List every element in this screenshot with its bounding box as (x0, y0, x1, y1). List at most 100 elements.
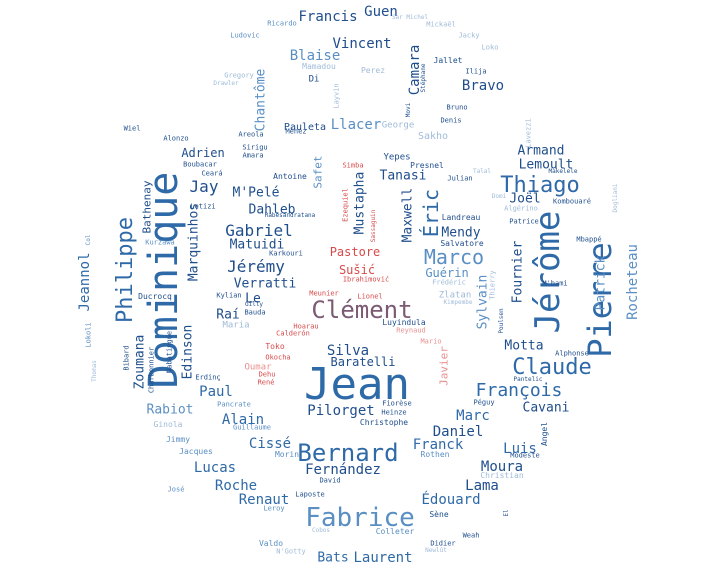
word-layvin: Layvin (332, 83, 341, 109)
word-landreau: Landreau (441, 213, 481, 222)
word-gabriel: Gabriel (225, 221, 293, 240)
word-francis: Francis (298, 9, 358, 25)
word-clement: Clément (311, 296, 413, 324)
word-rabesandratana: Rabesandratana (264, 212, 316, 219)
word-pauleta: Pauleta (283, 122, 327, 133)
word-sirigu: Sirigu (242, 143, 268, 152)
word-areola: Areola (238, 130, 264, 139)
word-sene: Sène (429, 510, 449, 519)
word-jerome: Jérôme (528, 210, 568, 334)
word-lama: Lama (465, 478, 499, 494)
word-bruno: Bruno (446, 103, 468, 112)
word-guen: Guen (364, 4, 398, 20)
word-joel: Joël (509, 191, 541, 207)
word-heinze: Heinze (381, 408, 407, 417)
word-rene: René (257, 378, 275, 387)
word-weah: Weah (462, 531, 480, 540)
word-moura: Moura (480, 459, 524, 475)
word-llacer: Llacer (330, 117, 382, 133)
word-cavani: Cavani (522, 400, 570, 416)
word-pancrate: Pancrate (217, 400, 251, 409)
word-makelele: Makelele (548, 168, 578, 175)
word-bathenay: Bathenay (140, 180, 154, 234)
word-peguy: Péguy (473, 398, 495, 407)
word-tanasi: Tanasi (379, 168, 427, 184)
word-mbami: M'bami (542, 279, 568, 288)
word-patrice: Patrice (509, 217, 539, 226)
word-mpele: M'Pelé (232, 185, 280, 201)
word-cisse: Cissé (248, 436, 292, 452)
word-dahleb: Dahleb (248, 202, 296, 218)
word-col: Col (85, 234, 92, 246)
word-mario: Mario (420, 337, 442, 346)
word-zoumana: Zoumana (132, 334, 148, 390)
word-bibard: Bibard (122, 345, 131, 371)
word-rocheteau: Rocheteau (625, 244, 641, 320)
word-denis: Denis (440, 116, 462, 125)
word-kylian: Kylian (216, 291, 242, 300)
word-jose: José (167, 485, 185, 494)
word-di: Di (308, 74, 320, 85)
word-presnel: Presnel (410, 161, 444, 170)
word-lionel: Lionel (357, 292, 383, 301)
word-lavezzi: Lavezzi (524, 118, 533, 148)
word-meunier: Meunier (309, 289, 339, 298)
word-silva: Silva (326, 343, 370, 359)
word-armand: Armand (517, 143, 565, 159)
word-zlatan: Zlatan (438, 290, 472, 301)
word-jacky: Jacky (458, 31, 480, 40)
word-rabiot: Rabiot (146, 402, 194, 418)
word-ibrahimovic: Ibrahimović (342, 275, 390, 284)
word-fernandez: Fernández (305, 462, 381, 478)
word-lokoli: Lokoli (84, 322, 93, 348)
word-calderon: Calderón (276, 329, 310, 338)
word-susic: Sušić (338, 263, 376, 277)
word-alain: Alain (221, 412, 265, 428)
word-reynaud: Reynaud (396, 326, 426, 335)
word-mbappe: Mbappé (576, 235, 602, 244)
word-dehu: Dehu (258, 370, 276, 379)
word-ceara: Ceará (201, 169, 223, 178)
word-kombouare: Kombouaré (553, 197, 591, 206)
word-pastore: Pastore (329, 245, 381, 259)
word-poulsen: Poulsen (498, 308, 505, 334)
word-lemoult: Lemoult (518, 157, 574, 173)
word-menez: Ménez (285, 127, 307, 136)
word-toko: Toko (265, 342, 285, 351)
word-talal: Talal (472, 168, 492, 175)
word-pantelic: Pantelic (513, 376, 543, 383)
word-mendy: Mendy (441, 225, 481, 241)
word-sassaguin: Sassaguin (370, 209, 377, 243)
word-safet: Safet (311, 155, 325, 189)
word-ginola: Ginola (153, 420, 183, 429)
word-valdo: Valdo (258, 539, 284, 548)
word-nabatingue: Nabatingue (165, 330, 174, 374)
word-francois: François (475, 380, 563, 401)
word-drawler: Drawler (213, 80, 239, 87)
word-chantome: Chantôme (253, 68, 269, 132)
word-pilorget: Pilorget (307, 403, 375, 419)
word-wiel: Wiel (123, 124, 141, 133)
word-angel: Angel (540, 421, 549, 447)
word-charbonnier: Charbonnier (147, 346, 156, 394)
word-marquinhos: Marquinhos (186, 202, 202, 282)
word-kurzawa: Kurzawa (145, 238, 175, 247)
word-baratelli: Baratelli (330, 355, 396, 369)
word-boubacar: Boubacar (183, 160, 217, 169)
word-kimpembe: Kimpembe (443, 299, 473, 306)
word-ngotty: N'Gotty (276, 547, 306, 556)
word-morin: Morin (274, 450, 300, 459)
word-algerino: Algérino (504, 204, 538, 213)
word-blaise: Blaise (289, 48, 341, 64)
word-alphonse: Alphonse (555, 349, 589, 358)
word-jimmy: Jimmy (165, 435, 191, 444)
word-luyindula: Luyindula (382, 318, 426, 327)
word-domi: Domi (491, 193, 507, 200)
word-dogliani: Dogliani (612, 183, 619, 213)
word-laurent: Laurent (353, 550, 413, 566)
word-modeste: Modeste (510, 451, 540, 460)
word-jean: Jean (304, 359, 410, 410)
word-matuidi: Matuidi (229, 237, 285, 253)
word-edouard: Édouard (421, 492, 481, 508)
